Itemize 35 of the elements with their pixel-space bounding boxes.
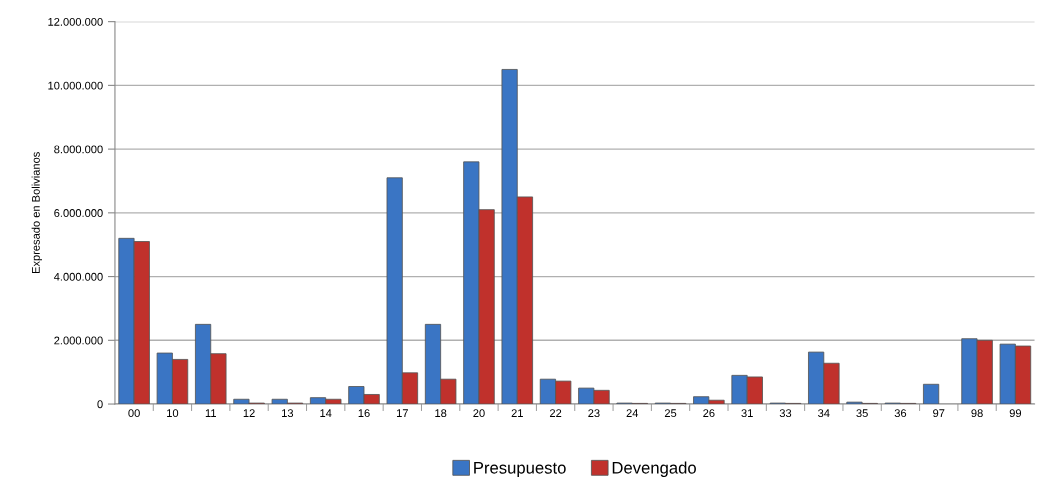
y-axis-title: Expresado en Bolivianos <box>31 152 42 274</box>
x-tick-label: 35 <box>856 409 868 418</box>
x-tick-label: 24 <box>626 409 639 417</box>
y-tick-label: 6.000.000 <box>54 209 103 217</box>
x-tick-label: 10 <box>167 409 179 418</box>
x-tick-label: 99 <box>1009 409 1022 418</box>
x-tick-label: 20 <box>473 409 485 418</box>
y-tick-label: 12.000.000 <box>48 17 103 26</box>
bar <box>923 383 940 405</box>
x-tick-label: 34 <box>818 409 830 418</box>
x-tick-label: 97 <box>933 409 945 418</box>
y-tick-label: 10.000.000 <box>48 81 103 90</box>
y-tick-label: 2.000.000 <box>54 336 103 345</box>
x-tick-label: 26 <box>703 409 715 418</box>
x-tick-label: 16 <box>358 409 370 418</box>
x-tick-label: 22 <box>549 409 562 417</box>
x-tick-label: 14 <box>320 409 332 417</box>
x-tick-label: 18 <box>435 409 447 418</box>
y-tick-label: 8.000.000 <box>54 145 103 154</box>
x-tick-label: 17 <box>396 409 408 417</box>
x-tick-label: 12 <box>243 409 255 417</box>
x-tick-label: 11 <box>205 409 216 417</box>
legend-label: Presupuesto <box>474 462 566 477</box>
x-tick-label: 98 <box>971 409 983 418</box>
x-tick-label: 00 <box>128 409 140 418</box>
y-tick-label: 4.000.000 <box>53 272 103 281</box>
x-tick-label: 13 <box>282 409 294 418</box>
x-tick-label: 25 <box>664 409 677 418</box>
x-tick-label: 23 <box>588 409 600 418</box>
y-tick-label: 0 <box>97 400 103 409</box>
legend-label: Devengado <box>612 461 696 477</box>
x-tick-label: 31 <box>741 409 753 418</box>
x-tick-label: 21 <box>511 409 523 417</box>
x-tick-label: 33 <box>779 409 792 418</box>
x-tick-label: 36 <box>894 409 907 418</box>
